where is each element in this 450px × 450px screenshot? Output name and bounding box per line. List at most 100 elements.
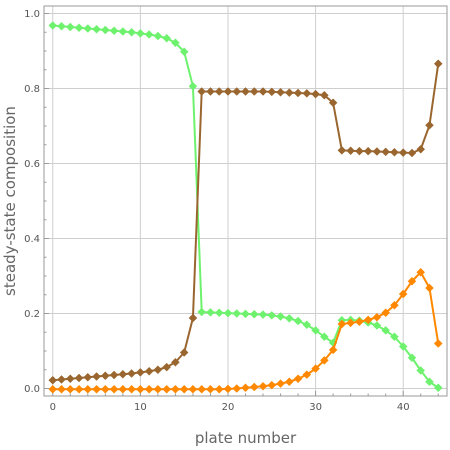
y-tick-label: 0.2	[24, 309, 40, 320]
data-point	[267, 380, 277, 390]
data-point	[311, 326, 320, 335]
data-point	[153, 384, 163, 394]
data-point	[311, 89, 320, 99]
data-point	[390, 332, 399, 342]
data-point	[302, 370, 312, 379]
series-line	[52, 24, 439, 389]
data-point	[162, 33, 172, 43]
data-point	[223, 384, 233, 394]
data-point	[390, 300, 399, 310]
x-tick-label: 30	[309, 402, 322, 413]
plot-frame	[43, 5, 448, 397]
data-point	[381, 308, 391, 318]
data-point	[206, 308, 215, 317]
data-point	[398, 342, 408, 351]
data-point	[425, 283, 434, 293]
data-point	[249, 87, 259, 96]
data-point	[144, 366, 154, 376]
data-point	[57, 375, 66, 384]
data-point	[346, 318, 355, 328]
series-line	[52, 63, 440, 382]
data-point	[136, 384, 145, 394]
data-point	[284, 314, 294, 323]
data-point	[319, 356, 329, 365]
data-point	[407, 353, 417, 363]
data-point	[241, 383, 250, 393]
data-point	[197, 307, 207, 317]
data-point	[188, 384, 198, 394]
data-point	[171, 384, 180, 394]
data-point	[74, 23, 84, 33]
data-point	[214, 384, 224, 394]
data-point	[311, 364, 320, 373]
series-group	[48, 21, 443, 394]
data-point	[407, 276, 417, 286]
data-point	[92, 24, 101, 34]
series-1	[48, 21, 443, 393]
data-point	[319, 332, 329, 342]
data-point	[74, 373, 84, 383]
data-point	[118, 27, 128, 36]
data-point	[249, 382, 259, 392]
data-point	[425, 120, 434, 130]
data-point	[127, 369, 136, 378]
grid	[44, 6, 447, 396]
data-point	[363, 146, 373, 156]
data-point	[433, 59, 443, 69]
data-point	[433, 339, 443, 348]
data-point	[83, 372, 93, 382]
data-point	[109, 26, 119, 36]
data-point	[328, 98, 338, 108]
data-point	[328, 345, 338, 355]
data-point	[241, 309, 250, 319]
data-point	[197, 87, 207, 96]
series-3	[48, 267, 443, 394]
data-point	[425, 377, 434, 387]
data-point	[179, 47, 189, 57]
data-point	[100, 371, 110, 381]
data-point	[241, 87, 250, 96]
data-point	[136, 29, 145, 38]
data-point	[267, 87, 277, 97]
x-tick-label: 20	[222, 402, 235, 413]
data-point	[416, 144, 426, 154]
data-point	[302, 320, 312, 330]
data-point	[398, 289, 408, 299]
data-point	[118, 384, 128, 394]
data-point	[136, 368, 145, 377]
data-point	[144, 384, 154, 394]
data-point	[206, 384, 215, 394]
x-axis-title: plate number	[195, 429, 297, 447]
data-point	[206, 87, 215, 96]
data-point	[214, 308, 224, 318]
data-point	[83, 384, 93, 394]
data-point	[127, 384, 136, 394]
data-point	[127, 27, 136, 37]
axis-ticks: 0 10 20 30 40 0.0 0.2 0.4 0.6 0.8 1.0	[24, 9, 439, 413]
x-tick-label: 10	[134, 402, 147, 413]
data-point	[372, 312, 382, 322]
data-point	[372, 321, 382, 330]
data-point	[398, 148, 408, 157]
data-point	[433, 383, 443, 393]
data-point	[153, 31, 163, 41]
data-point	[109, 384, 119, 394]
data-point	[372, 147, 382, 156]
data-point	[144, 30, 154, 39]
data-point	[171, 38, 180, 48]
data-point	[48, 375, 58, 385]
data-point	[232, 87, 242, 96]
x-tick-label: 0	[50, 402, 56, 413]
data-point	[276, 379, 285, 388]
data-point	[293, 316, 303, 326]
data-point	[390, 147, 399, 157]
data-point	[355, 317, 364, 327]
data-point	[284, 88, 294, 97]
data-point	[118, 369, 128, 379]
data-point	[381, 326, 391, 335]
data-point	[249, 309, 259, 319]
data-point	[48, 21, 58, 30]
data-point	[179, 384, 189, 394]
data-point	[153, 365, 163, 375]
data-point	[407, 148, 417, 158]
